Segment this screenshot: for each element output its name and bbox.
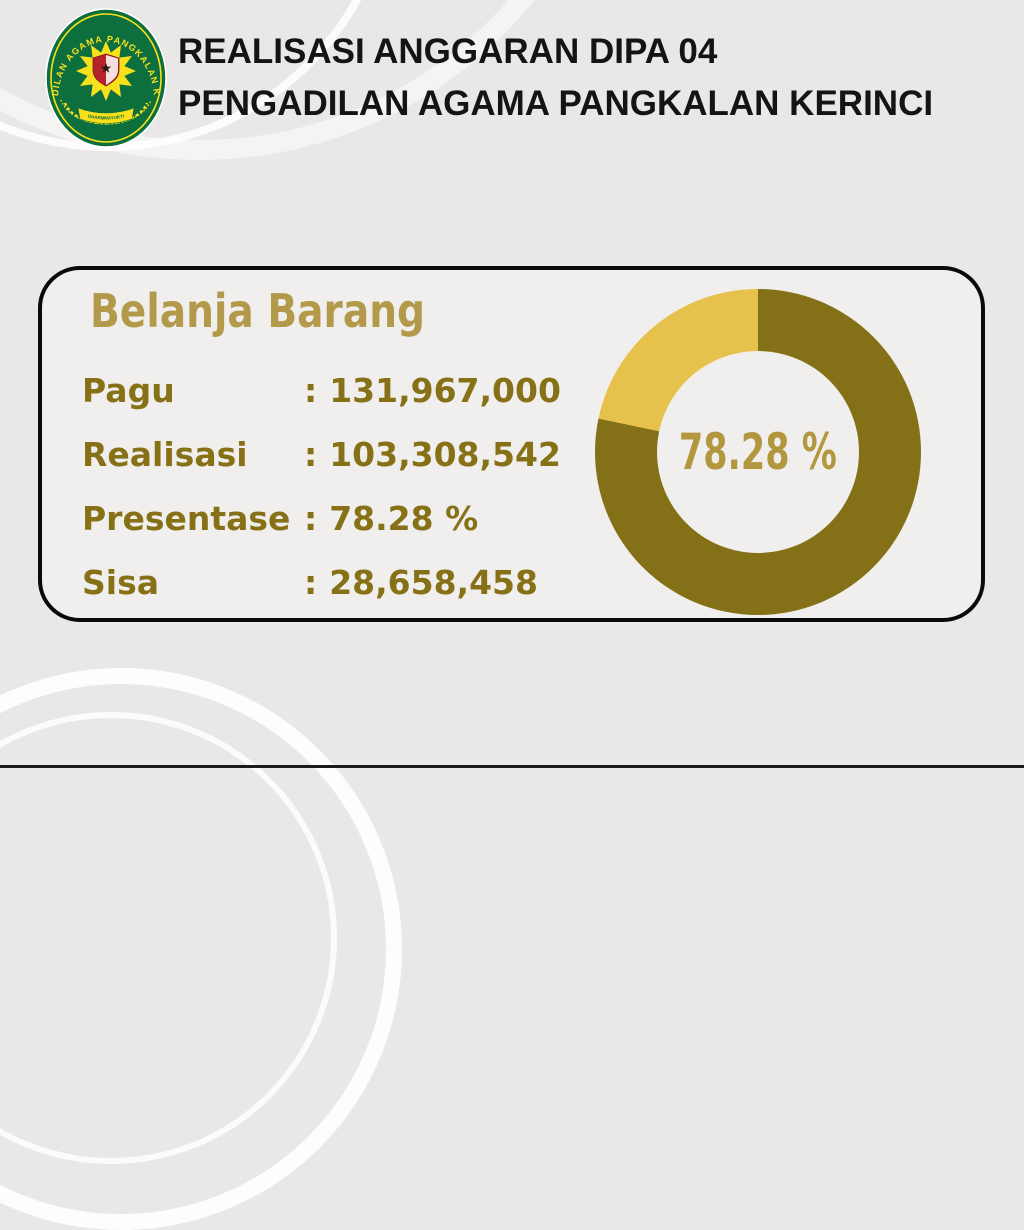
- logo-banner-text: DHARMMAYUKTI: [88, 114, 125, 121]
- card-heading: Belanja Barang: [90, 284, 426, 338]
- row-value: 78.28 %: [329, 498, 479, 538]
- decorative-arc-bottom-left-inner: [0, 712, 337, 1164]
- row-separator: :: [304, 562, 318, 602]
- budget-rows: Pagu:131,967,000 Realisasi:103,308,542 P…: [82, 358, 561, 614]
- row-separator: :: [304, 434, 318, 474]
- logo-shield-star: [100, 63, 112, 73]
- row-separator: :: [304, 498, 318, 538]
- row-value: 28,658,458: [329, 562, 538, 602]
- row-value: 103,308,542: [329, 434, 561, 474]
- slide-title-line2: PENGADILAN AGAMA PANGKALAN KERINCI: [178, 84, 934, 123]
- bottom-edge-bar: [0, 765, 1024, 768]
- donut-center-label: 78.28 %: [679, 423, 837, 481]
- row-label: Realisasi: [82, 434, 248, 474]
- donut-chart: 78.28 %: [595, 289, 921, 615]
- row-label: Presentase: [82, 498, 291, 538]
- slide-title-line1: REALISASI ANGGARAN DIPA 04: [178, 32, 718, 71]
- logo-chain-arc-outer: [60, 99, 152, 125]
- budget-card: Belanja Barang Pagu:131,967,000 Realisas…: [38, 266, 985, 622]
- slide-title: REALISASI ANGGARAN DIPA 04 PENGADILAN AG…: [178, 26, 933, 130]
- row-separator: :: [304, 370, 318, 410]
- row-label: Sisa: [82, 562, 159, 602]
- court-seal-logo: PENGADILAN AGAMA PANGKALAN KERINCI DHARM…: [45, 8, 167, 148]
- decorative-arc-bottom-left-outer: [0, 668, 402, 1230]
- logo-shield-highlight: [106, 55, 118, 85]
- table-row-presentase: Presentase:78.28 %: [82, 486, 561, 550]
- table-row-realisasi: Realisasi:103,308,542: [82, 422, 561, 486]
- row-label: Pagu: [82, 370, 175, 410]
- table-row-pagu: Pagu:131,967,000: [82, 358, 561, 422]
- donut-chart-hole: 78.28 %: [657, 351, 859, 553]
- table-row-sisa: Sisa:28,658,458: [82, 550, 561, 614]
- row-value: 131,967,000: [329, 370, 561, 410]
- logo-outer-ring: [50, 13, 162, 143]
- logo-banner: [77, 107, 135, 124]
